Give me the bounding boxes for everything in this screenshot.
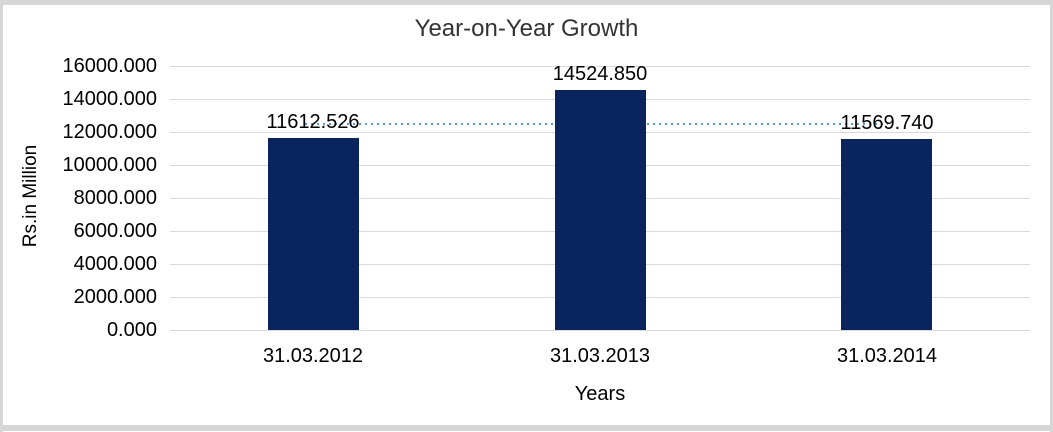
y-axis-title: Rs.in Million [20,144,41,248]
x-axis-title: Years [574,383,626,405]
bar-31.03.2014 [841,139,932,330]
y-axis-tick-label: 16000.000 [62,55,157,77]
frame-border-bottom [0,425,1053,431]
y-axis-tick-label: 14000.000 [62,88,157,110]
y-axis-tick-label: 0.000 [106,319,157,341]
bar-value-label: 11569.740 [840,112,934,134]
gridline [170,66,1030,67]
bar-31.03.2012 [268,138,359,330]
y-axis-tick-label: 2000.000 [73,286,157,308]
chart-title: Year-on-Year Growth [414,15,639,42]
y-axis-tick-label: 10000.000 [62,154,157,176]
frame-border-right [1050,0,1053,432]
y-axis-tick-label: 8000.000 [73,187,157,209]
y-axis-tick-label: 6000.000 [73,220,157,242]
frame-border-top [0,0,1053,5]
gridline [170,330,1030,331]
x-axis-tick-label: 31.03.2014 [836,345,938,367]
y-axis-tick-label: 4000.000 [73,253,157,275]
bar-value-label: 14524.850 [552,63,648,85]
bar-value-label: 11612.526 [266,111,360,133]
x-axis-tick-label: 31.03.2013 [549,345,651,367]
bar-31.03.2013 [555,90,646,330]
frame-border-left [0,0,3,432]
y-axis-tick-label: 12000.000 [62,121,157,143]
x-axis-tick-label: 31.03.2012 [262,345,364,367]
